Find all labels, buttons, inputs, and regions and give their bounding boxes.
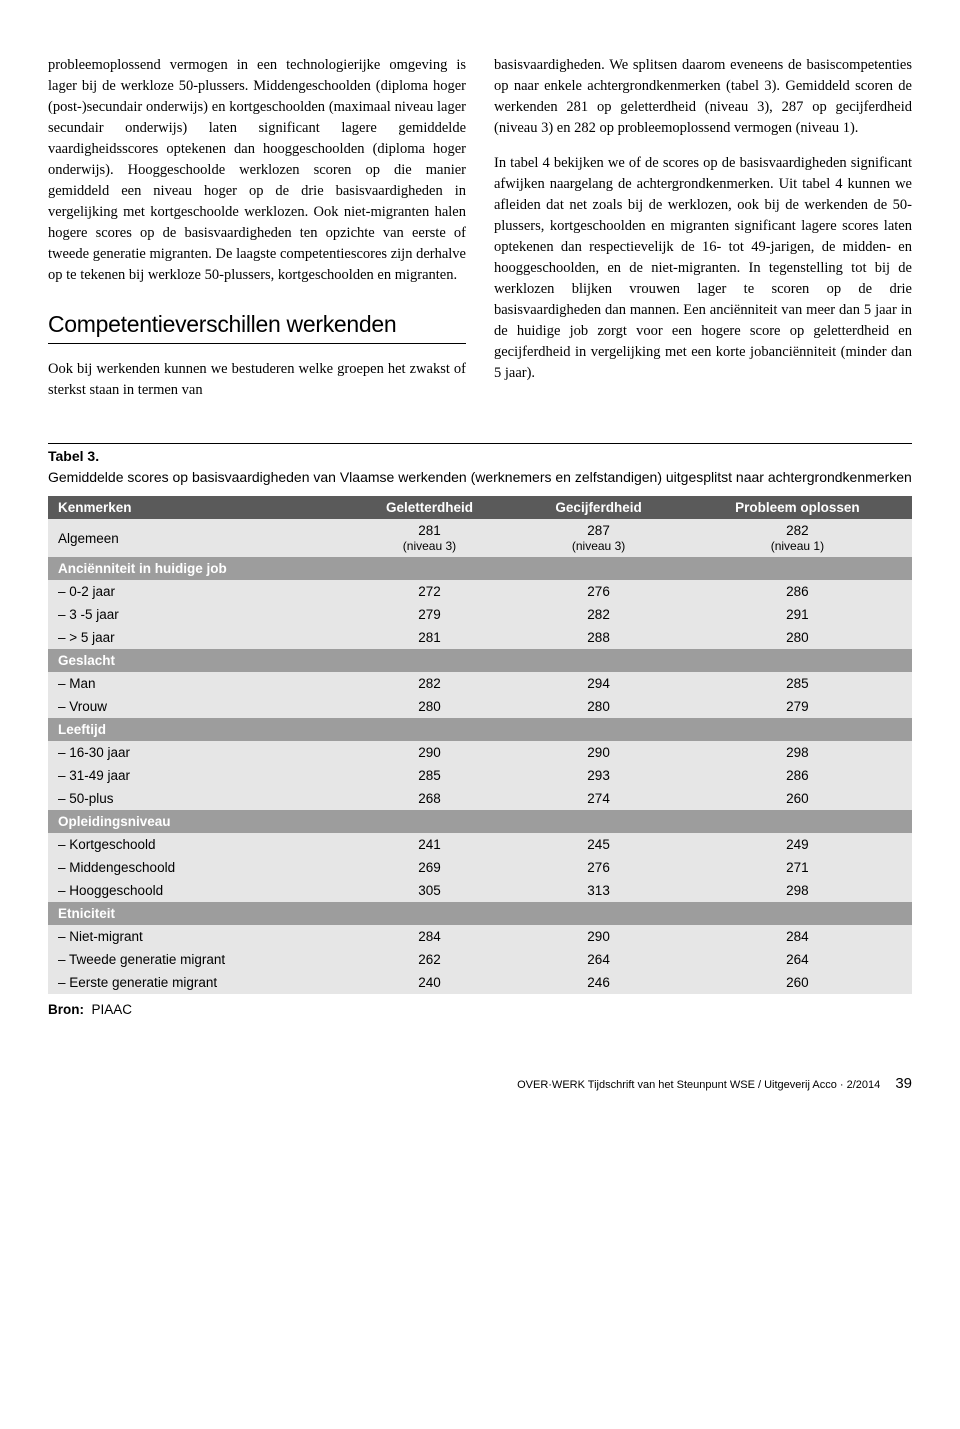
table-section-row: Geslacht <box>48 649 912 672</box>
table-section-row: Anciënniteit in huidige job <box>48 557 912 580</box>
table-row: – Hooggeschoold305313298 <box>48 879 912 902</box>
table-row: – 31-49 jaar285293286 <box>48 764 912 787</box>
col-header: Kenmerken <box>48 496 345 519</box>
table-row: – Niet-migrant284290284 <box>48 925 912 948</box>
data-table: Kenmerken Geletterdheid Gecijferdheid Pr… <box>48 496 912 994</box>
source-label: Bron: <box>48 1002 84 1017</box>
table-row: – Man282294285 <box>48 672 912 695</box>
table-row: – Tweede generatie migrant262264264 <box>48 948 912 971</box>
table-row: – Eerste generatie migrant240246260 <box>48 971 912 994</box>
table-row: – Kortgeschoold241245249 <box>48 833 912 856</box>
table-row: – Vrouw280280279 <box>48 695 912 718</box>
table-section-row: Leeftijd <box>48 718 912 741</box>
table-description: Gemiddelde scores op basisvaardigheden v… <box>48 468 912 486</box>
table-caption: Tabel 3. <box>48 448 912 464</box>
page-number: 39 <box>895 1075 912 1092</box>
body-paragraph: Ook bij werkenden kunnen we bestuderen w… <box>48 359 466 401</box>
body-paragraph: basisvaardigheden. We splitsen daarom ev… <box>494 55 912 139</box>
table-number: Tabel 3. <box>48 448 99 464</box>
col-header: Gecijferdheid <box>514 496 682 519</box>
footer-text: OVER·WERK Tijdschrift van het Steunpunt … <box>517 1079 880 1091</box>
heading-rule <box>48 343 466 344</box>
table-rule-top <box>48 443 912 444</box>
table-row: Algemeen281(niveau 3)287(niveau 3)282(ni… <box>48 519 912 557</box>
table-row: – 3 -5 jaar279282291 <box>48 603 912 626</box>
body-paragraph: probleemoplossend vermogen in een techno… <box>48 55 466 286</box>
table-header-row: Kenmerken Geletterdheid Gecijferdheid Pr… <box>48 496 912 519</box>
body-paragraph: In tabel 4 bekijken we of de scores op d… <box>494 153 912 384</box>
table-section-row: Etniciteit <box>48 902 912 925</box>
table-row: – 50-plus268274260 <box>48 787 912 810</box>
table-row: – Middengeschoold269276271 <box>48 856 912 879</box>
table-row: – > 5 jaar281288280 <box>48 626 912 649</box>
table-row: – 16-30 jaar290290298 <box>48 741 912 764</box>
section-heading: Competentieverschillen werkenden <box>48 308 466 341</box>
source-value: PIAAC <box>92 1002 133 1017</box>
col-header: Geletterdheid <box>345 496 515 519</box>
table-source: Bron: PIAAC <box>48 1002 912 1017</box>
table-row: – 0-2 jaar272276286 <box>48 580 912 603</box>
col-header: Probleem oplossen <box>683 496 912 519</box>
page-footer: OVER·WERK Tijdschrift van het Steunpunt … <box>48 1075 912 1092</box>
table-section-row: Opleidingsniveau <box>48 810 912 833</box>
